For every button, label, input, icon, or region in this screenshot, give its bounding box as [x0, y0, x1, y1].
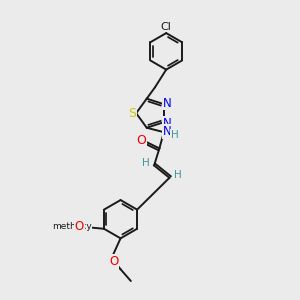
Text: N: N — [163, 117, 172, 130]
Text: O: O — [110, 255, 119, 268]
Text: S: S — [128, 107, 136, 120]
Text: H: H — [174, 170, 182, 180]
Text: N: N — [163, 97, 172, 110]
Text: Cl: Cl — [161, 22, 172, 32]
Text: H: H — [142, 158, 150, 168]
Text: N: N — [162, 125, 171, 138]
Text: O: O — [75, 220, 84, 233]
Text: methoxy: methoxy — [52, 222, 92, 231]
Text: O: O — [136, 134, 146, 147]
Text: H: H — [171, 130, 178, 140]
Text: O: O — [77, 220, 86, 233]
